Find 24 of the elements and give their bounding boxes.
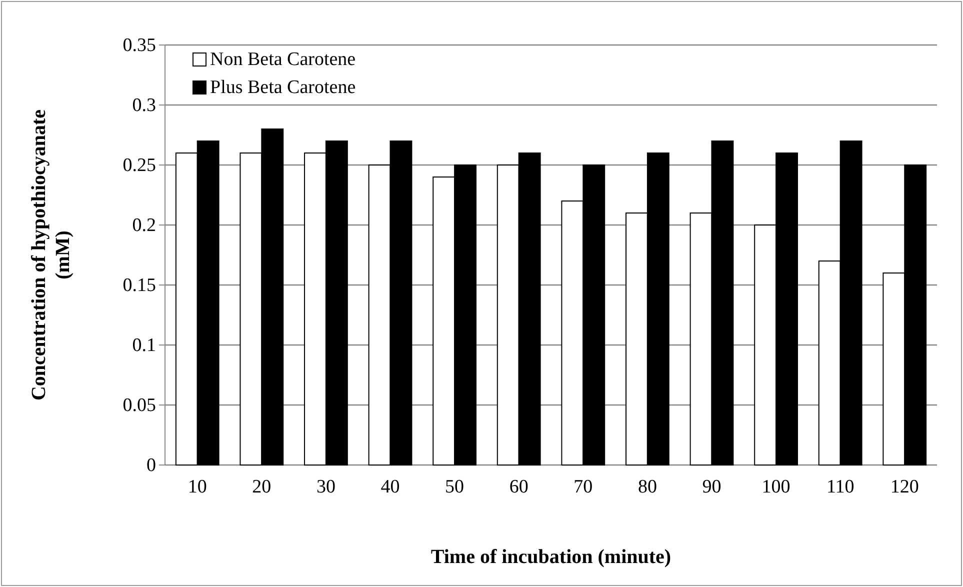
x-tick-label: 100 xyxy=(762,476,790,498)
x-tick-label: 40 xyxy=(380,476,400,498)
x-tick-label: 110 xyxy=(826,476,854,498)
y-tick-label: 0.15 xyxy=(122,275,156,296)
x-tick-label: 60 xyxy=(509,476,528,498)
x-tick-label: 10 xyxy=(188,476,207,498)
y-tick-label: 0.1 xyxy=(132,335,156,356)
x-tick-label: 50 xyxy=(445,476,464,498)
y-tick-label: 0.3 xyxy=(132,95,156,116)
x-tick-label: 30 xyxy=(316,476,336,498)
y-tick-label: 0 xyxy=(146,455,156,476)
y-tick-label: 0.25 xyxy=(122,155,156,176)
x-tick-label: 20 xyxy=(252,476,272,498)
y-tick-label: 0.2 xyxy=(132,215,156,236)
x-axis-title: Time of incubation (minute) xyxy=(430,546,672,568)
y-axis-title: Concentration of hypothiocyanate (mM) xyxy=(28,109,74,401)
y-tick-label: 0.05 xyxy=(122,395,156,416)
x-tick-label: 80 xyxy=(638,476,657,498)
x-tick-label: 90 xyxy=(702,476,722,498)
x-tick-label: 120 xyxy=(890,476,919,498)
legend-label: Non Beta Carotene xyxy=(210,49,356,70)
y-tick-label: 0.35 xyxy=(122,35,156,56)
x-tick-label: 70 xyxy=(574,476,593,498)
legend-label: Plus Beta Carotene xyxy=(210,77,356,98)
